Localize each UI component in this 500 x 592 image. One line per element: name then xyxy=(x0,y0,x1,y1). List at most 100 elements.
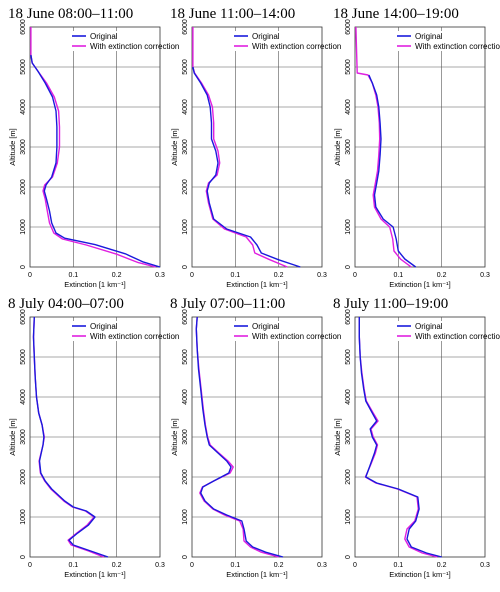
y-tick-label: 4000 xyxy=(345,99,352,115)
x-tick-label: 0 xyxy=(190,562,194,569)
panel-title: 8 July 11:00–19:00 xyxy=(333,296,448,312)
y-tick-label: 1000 xyxy=(182,509,189,525)
y-axis-label: Altitude [m] xyxy=(333,418,342,456)
legend-entry: Original xyxy=(415,322,443,331)
y-tick-label: 3000 xyxy=(345,139,352,155)
legend-entry: With extinction correction xyxy=(90,332,179,341)
y-axis-label: Altitude [m] xyxy=(8,418,17,456)
y-tick-label: 4000 xyxy=(20,389,27,405)
profile-panel-4: 8 July 04:00–07:00 0 1000 2000 3000 4000 5000 6… xyxy=(8,296,179,579)
y-tick-label: 5000 xyxy=(182,59,189,75)
x-tick-label: 0.2 xyxy=(274,272,284,279)
y-tick-label: 0 xyxy=(345,265,352,269)
panel-title: 8 July 04:00–07:00 xyxy=(8,296,124,312)
x-tick-label: 0.2 xyxy=(437,562,447,569)
legend-background xyxy=(231,41,319,51)
y-tick-label: 1000 xyxy=(345,509,352,525)
legend-background xyxy=(69,31,157,41)
x-tick-label: 0.1 xyxy=(230,562,240,569)
legend-background xyxy=(231,31,319,41)
legend-entry: With extinction correction xyxy=(415,42,500,51)
y-tick-label: 1000 xyxy=(20,219,27,235)
series-line-original xyxy=(195,316,284,558)
profile-panel-2: 18 June 11:00–14:00 0 1000 2000 3000 4000 5000… xyxy=(170,6,341,289)
y-tick-label: 1000 xyxy=(20,509,27,525)
legend-background xyxy=(394,321,482,331)
profile-panel-1: 18 June 08:00–11:00 0 1000 2000 3000 4000 5000… xyxy=(8,6,179,289)
y-tick-label: 5000 xyxy=(182,349,189,365)
y-tick-label: 3000 xyxy=(20,429,27,445)
legend-entry: With extinction correction xyxy=(252,42,341,51)
y-tick-label: 2000 xyxy=(182,179,189,195)
y-tick-label: 5000 xyxy=(345,59,352,75)
y-tick-label: 2000 xyxy=(20,469,27,485)
y-tick-label: 6000 xyxy=(20,19,27,35)
y-tick-label: 6000 xyxy=(20,309,27,325)
x-axis-label: Extinction [1 km⁻¹] xyxy=(226,280,287,289)
series-line-original xyxy=(368,74,417,268)
series-line-original xyxy=(32,316,109,558)
x-axis-label: Extinction [1 km⁻¹] xyxy=(226,570,287,579)
y-tick-label: 4000 xyxy=(20,99,27,115)
y-axis-label: Altitude [m] xyxy=(170,128,179,166)
x-axis-label: Extinction [1 km⁻¹] xyxy=(64,280,125,289)
y-tick-label: 2000 xyxy=(20,179,27,195)
x-tick-label: 0 xyxy=(353,272,357,279)
series-line-corrected xyxy=(192,27,288,268)
legend-entry: Original xyxy=(252,322,280,331)
y-tick-label: 6000 xyxy=(345,19,352,35)
legend-entry: With extinction correction xyxy=(415,332,500,341)
x-axis-label: Extinction [1 km⁻¹] xyxy=(64,570,125,579)
legend-background xyxy=(394,41,482,51)
profile-panel-6: 8 July 11:00–19:00 0 1000 2000 3000 4000 5000 6… xyxy=(333,296,500,579)
y-tick-label: 6000 xyxy=(182,309,189,325)
x-tick-label: 0.1 xyxy=(68,562,78,569)
x-tick-label: 0 xyxy=(190,272,194,279)
x-tick-label: 0.3 xyxy=(480,562,490,569)
y-tick-label: 2000 xyxy=(345,179,352,195)
y-tick-label: 0 xyxy=(182,555,189,559)
y-tick-label: 0 xyxy=(182,265,189,269)
legend-entry: Original xyxy=(252,32,280,41)
x-tick-label: 0.2 xyxy=(437,272,447,279)
y-tick-label: 3000 xyxy=(20,139,27,155)
legend-background xyxy=(69,331,157,341)
profile-panel-5: 8 July 07:00–11:00 0 1000 2000 3000 4000 5000 6… xyxy=(170,296,341,579)
y-tick-label: 3000 xyxy=(345,429,352,445)
y-tick-label: 2000 xyxy=(345,469,352,485)
panel-title: 8 July 07:00–11:00 xyxy=(170,296,285,312)
y-tick-label: 5000 xyxy=(20,59,27,75)
panel-title: 18 June 08:00–11:00 xyxy=(8,6,133,22)
series-line-original xyxy=(30,54,161,268)
panel-title: 18 June 11:00–14:00 xyxy=(170,6,295,22)
y-tick-label: 0 xyxy=(20,555,27,559)
legend-background xyxy=(69,41,157,51)
x-tick-label: 0.2 xyxy=(112,272,122,279)
x-tick-label: 0.3 xyxy=(317,272,327,279)
y-tick-label: 0 xyxy=(345,555,352,559)
series-line-original xyxy=(358,317,442,558)
y-axis-label: Altitude [m] xyxy=(333,128,342,166)
legend-entry: Original xyxy=(90,32,118,41)
y-tick-label: 1000 xyxy=(345,219,352,235)
series-line-original xyxy=(192,66,301,268)
panel-title: 18 June 14:00–19:00 xyxy=(333,6,459,22)
y-tick-label: 4000 xyxy=(345,389,352,405)
x-tick-label: 0 xyxy=(28,562,32,569)
y-tick-label: 3000 xyxy=(182,139,189,155)
y-tick-label: 6000 xyxy=(345,309,352,325)
y-axis-label: Altitude [m] xyxy=(170,418,179,456)
legend-entry: Original xyxy=(90,322,118,331)
x-tick-label: 0.2 xyxy=(274,562,284,569)
x-tick-label: 0.1 xyxy=(393,562,403,569)
legend-background xyxy=(231,331,319,341)
profile-panel-3: 18 June 14:00–19:00 0 1000 2000 3000 4000 5000… xyxy=(333,6,500,289)
x-tick-label: 0 xyxy=(28,272,32,279)
x-tick-label: 0.3 xyxy=(155,272,165,279)
